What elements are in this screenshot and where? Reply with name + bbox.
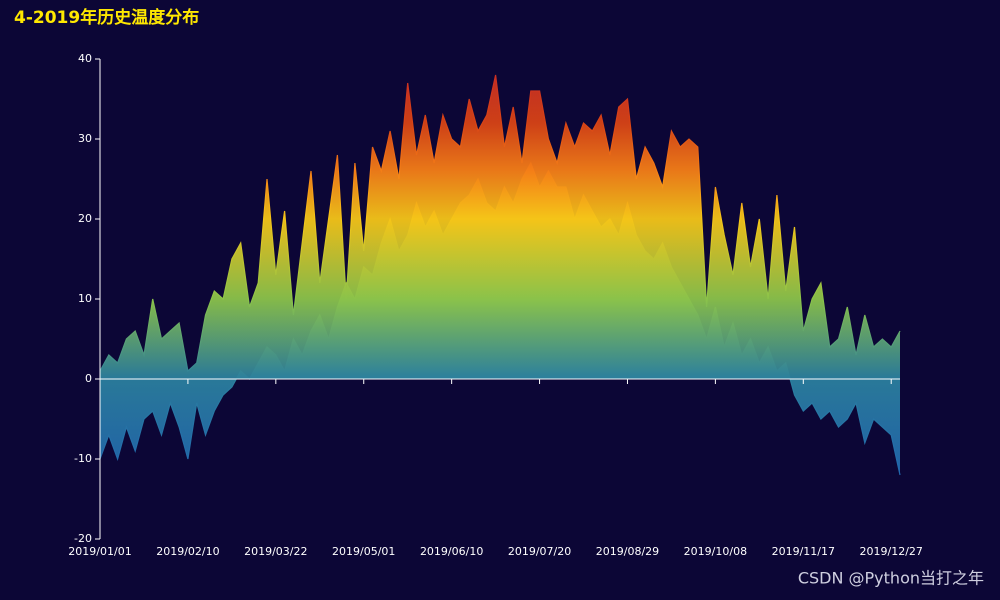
x-tick-label: 2019/11/17: [772, 545, 835, 558]
y-tick-label: 20: [78, 212, 92, 225]
y-tick-label: 10: [78, 292, 92, 305]
line: [99, 161, 901, 476]
area: [100, 163, 900, 475]
y-tick-label: 0: [85, 372, 92, 385]
y-tick-label: 40: [78, 52, 92, 65]
x-tick-label: 2019/08/29: [596, 545, 659, 558]
x-tick-label: 2019/03/22: [244, 545, 307, 558]
y-tick-label: -10: [74, 452, 92, 465]
x-tick-label: 2019/10/08: [684, 545, 747, 558]
x-tick-label: 2019/02/10: [156, 545, 219, 558]
x-tick-label: 2019/01/01: [68, 545, 131, 558]
y-tick-label: -20: [74, 532, 92, 545]
line: [99, 74, 901, 373]
chart-title: 4-2019年历史温度分布: [14, 7, 199, 28]
x-tick-label: 2019/12/27: [860, 545, 923, 558]
x-tick-label: 2019/05/01: [332, 545, 395, 558]
x-tick-label: 2019/06/10: [420, 545, 483, 558]
watermark: CSDN @Python当打之年: [798, 569, 984, 588]
x-tick-label: 2019/07/20: [508, 545, 571, 558]
y-tick-label: 30: [78, 132, 92, 145]
